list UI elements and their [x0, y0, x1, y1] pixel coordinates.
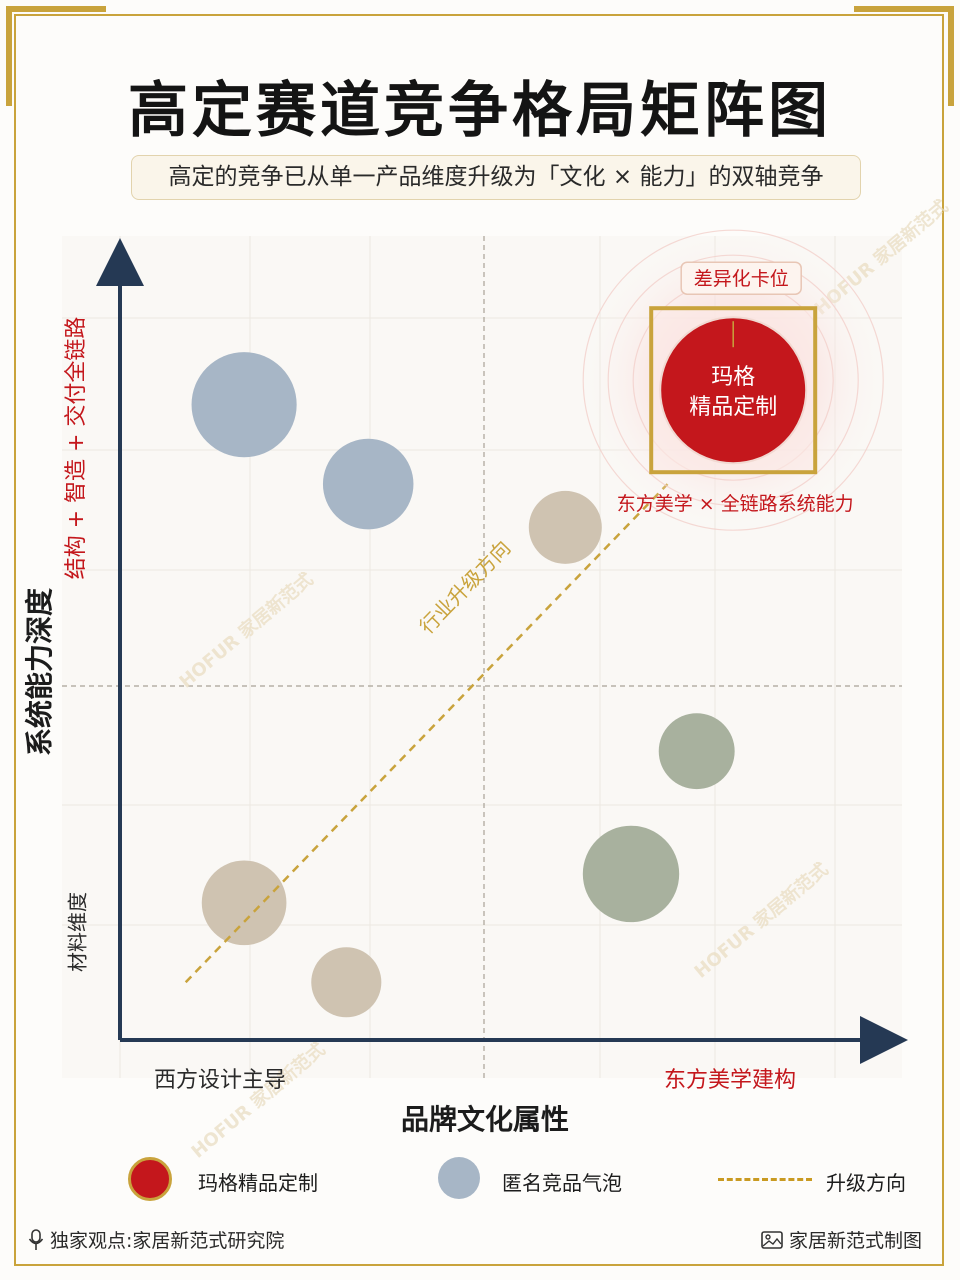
legend-label-brand: 玛格精品定制 [198, 1171, 318, 1195]
footer-credit: 家居新范式制图 [788, 1230, 922, 1252]
subtitle: 高定的竞争已从单一产品维度升级为「文化 × 能力」的双轴竞争 [131, 155, 861, 200]
competitor-bubble [311, 947, 382, 1018]
brand-tag-box [680, 261, 802, 295]
legend-label-competitor: 匿名竞品气泡 [502, 1171, 622, 1195]
page-title: 高定赛道竞争格局矩阵图 [128, 76, 832, 146]
microphone-icon [28, 1229, 44, 1250]
trend-line [184, 483, 669, 984]
legend: 玛格精品定制 匿名竞品气泡 升级方向 [0, 1150, 960, 1210]
dashed-line-icon [718, 1178, 812, 1181]
x-axis-left-label: 西方设计主导 [154, 1068, 287, 1093]
competitor-bubble [658, 713, 735, 790]
y-axis-title: 系统能力深度 [23, 587, 56, 757]
brand-glow-ring [607, 254, 859, 506]
competitor-bubble [528, 490, 602, 564]
frame-corner-top-left-v [6, 6, 12, 106]
x-axis-title: 品牌文化属性 [400, 1103, 569, 1136]
competitor-bubble [191, 352, 297, 458]
blue-circle-icon [438, 1157, 480, 1199]
brand-note: 东方美学 × 全链路系统能力 [617, 493, 854, 515]
image-icon [761, 1231, 783, 1249]
footer-right: 家居新范式制图 [761, 1226, 922, 1253]
frame-corner-top-left [6, 6, 106, 12]
brand-bubble-label: 精品定制 [689, 395, 777, 420]
brand-glow-ring [582, 229, 884, 531]
red-circle-icon [128, 1157, 172, 1201]
y-axis-bottom-label: 材料维度 [65, 892, 90, 972]
legend-label-trend: 升级方向 [826, 1171, 906, 1195]
competitor-bubble [582, 825, 680, 923]
competitor-bubble [201, 860, 287, 946]
footer-source: 独家观点:家居新范式研究院 [50, 1230, 285, 1252]
competitor-bubble [322, 438, 414, 530]
frame-corner-top-right-v [948, 6, 954, 106]
x-axis-right-label: 东方美学建构 [664, 1068, 797, 1093]
brand-bubble [659, 316, 808, 465]
brand-bubble-label: 玛格 [711, 365, 755, 390]
footer-left: 独家观点:家居新范式研究院 [28, 1226, 284, 1253]
frame-corner-top-right [854, 6, 954, 12]
y-axis-top-label: 结构 + 智造 + 交付全链路 [64, 316, 89, 580]
brand-tag: 差异化卡位 [694, 268, 789, 290]
